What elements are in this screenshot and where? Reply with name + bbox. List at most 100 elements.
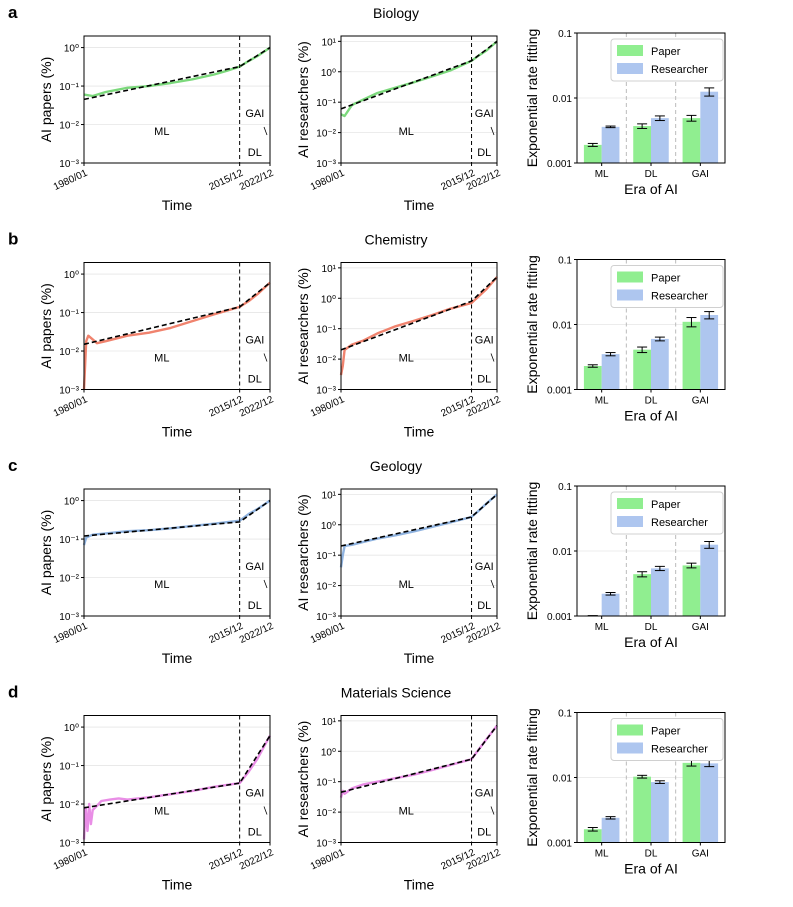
x-tick-label: 1980/01 <box>309 847 347 872</box>
y-tick-label: 0.01 <box>553 321 573 332</box>
era-label-dl: DL <box>248 374 262 386</box>
row-title: Geology <box>370 458 422 474</box>
era-label-dl: DL <box>248 827 262 839</box>
papers-axes-frame <box>83 262 271 390</box>
era-label-dl: DL <box>477 147 491 159</box>
bar-researcher-ml <box>601 817 620 843</box>
papers-axes-frame <box>83 715 271 843</box>
y-tick-label: 10⁻³ <box>59 612 79 623</box>
y-tick-label: 10⁻³ <box>59 159 79 170</box>
bar-paper-gai <box>682 565 701 616</box>
y-tick-label: 10¹ <box>322 490 337 501</box>
x-tick-label: ML <box>595 169 609 180</box>
y-tick-label: 0.001 <box>547 386 572 397</box>
y-tick-label: 10⁻¹ <box>316 778 336 789</box>
x-tick-label: 1980/01 <box>52 394 90 419</box>
bar-researcher-dl <box>651 338 669 390</box>
legend-swatch-researcher <box>617 289 643 301</box>
y-tick-label: 10⁻³ <box>316 839 336 850</box>
y-tick-label: 10⁻² <box>59 121 79 132</box>
bar-researcher-ml <box>601 593 620 616</box>
x-axis-label: Time <box>404 650 435 666</box>
y-tick-label: 10⁰ <box>64 44 79 55</box>
era-label-dl: DL <box>477 600 491 612</box>
x-axis-label: Time <box>162 877 193 893</box>
bar-paper-dl <box>633 574 651 616</box>
x-tick-label: DL <box>645 849 658 860</box>
y-tick-label: 10⁻² <box>316 355 336 366</box>
era-label-ml: ML <box>399 353 414 365</box>
gai-arrow <box>490 806 495 815</box>
era-label-dl: DL <box>248 147 262 159</box>
papers-fit-line <box>83 499 271 537</box>
x-axis-label: Era of AI <box>624 408 678 424</box>
x-tick-label: 1980/01 <box>52 168 90 193</box>
y-axis-label: AI papers (%) <box>38 510 54 596</box>
y-tick-label: 10⁻¹ <box>316 325 336 336</box>
x-tick-label: 1980/01 <box>52 621 90 646</box>
legend-swatch-researcher <box>617 516 643 527</box>
y-tick-label: 10⁻¹ <box>316 98 336 109</box>
y-tick-label: 0.1 <box>558 482 572 493</box>
researchers-axes-frame <box>340 262 498 390</box>
researchers-axes-frame <box>340 715 498 843</box>
y-tick-label: 10⁻³ <box>316 159 336 170</box>
y-tick-label: 10⁻¹ <box>59 82 79 93</box>
x-tick-label: 2022/12 <box>238 621 276 646</box>
era-label-gai: GAI <box>245 108 264 120</box>
row-title: Biology <box>373 5 419 21</box>
bar-paper-dl <box>633 126 651 163</box>
y-tick-label: 10⁰ <box>321 68 336 79</box>
x-tick-label: 2022/12 <box>238 394 276 419</box>
x-axis-label: Time <box>162 424 193 440</box>
y-tick-label: 0.1 <box>558 709 572 720</box>
era-label-gai: GAI <box>475 561 494 573</box>
x-axis-label: Time <box>404 877 435 893</box>
y-tick-label: 0.01 <box>553 774 573 785</box>
bar-paper-gai <box>682 762 701 843</box>
y-tick-label: 10⁻² <box>59 347 79 358</box>
y-tick-label: 10¹ <box>322 717 337 728</box>
era-label-ml: ML <box>154 126 169 138</box>
era-label-ml: ML <box>154 579 169 591</box>
researchers-series-line <box>339 493 498 568</box>
y-tick-label: 10⁰ <box>64 723 79 734</box>
x-tick-label: 1980/01 <box>309 168 347 193</box>
era-label-dl: DL <box>477 374 491 386</box>
legend-label-paper: Paper <box>651 46 681 58</box>
bar-paper-gai <box>682 321 701 390</box>
era-label-ml: ML <box>399 126 414 138</box>
researchers-axes-frame <box>340 488 498 617</box>
y-tick-label: 10⁻¹ <box>316 551 336 562</box>
panel-letter: a <box>8 3 18 22</box>
y-tick-label: 0.01 <box>553 547 573 558</box>
y-axis-label: AI papers (%) <box>38 283 54 369</box>
y-tick-label: 10⁻² <box>59 574 79 585</box>
era-label-gai: GAI <box>475 335 494 347</box>
row-title: Chemistry <box>364 232 427 248</box>
x-tick-label: GAI <box>692 169 709 180</box>
era-label-gai: GAI <box>475 108 494 120</box>
x-tick-label: 1980/01 <box>52 847 90 872</box>
papers-series-line <box>82 735 272 840</box>
papers-series-line <box>83 46 271 98</box>
y-tick-label: 0.1 <box>558 256 572 267</box>
x-axis-label: Era of AI <box>624 181 678 197</box>
bar-researcher-ml <box>601 126 620 163</box>
era-label-dl: DL <box>248 600 262 612</box>
x-tick-label: DL <box>645 169 658 180</box>
researchers-fit-line <box>340 725 498 793</box>
bar-researcher-dl <box>651 118 669 163</box>
y-axis-label: AI researchers (%) <box>295 268 311 385</box>
era-label-gai: GAI <box>475 788 494 800</box>
legend-label-paper: Paper <box>651 273 681 285</box>
legend-swatch-paper <box>617 45 643 56</box>
era-label-gai: GAI <box>245 335 264 347</box>
y-tick-label: 10⁻³ <box>59 839 79 850</box>
x-tick-label: GAI <box>692 849 709 860</box>
x-tick-label: DL <box>645 622 658 633</box>
y-axis-label: AI researchers (%) <box>295 41 311 158</box>
legend-label-paper: Paper <box>651 726 681 738</box>
